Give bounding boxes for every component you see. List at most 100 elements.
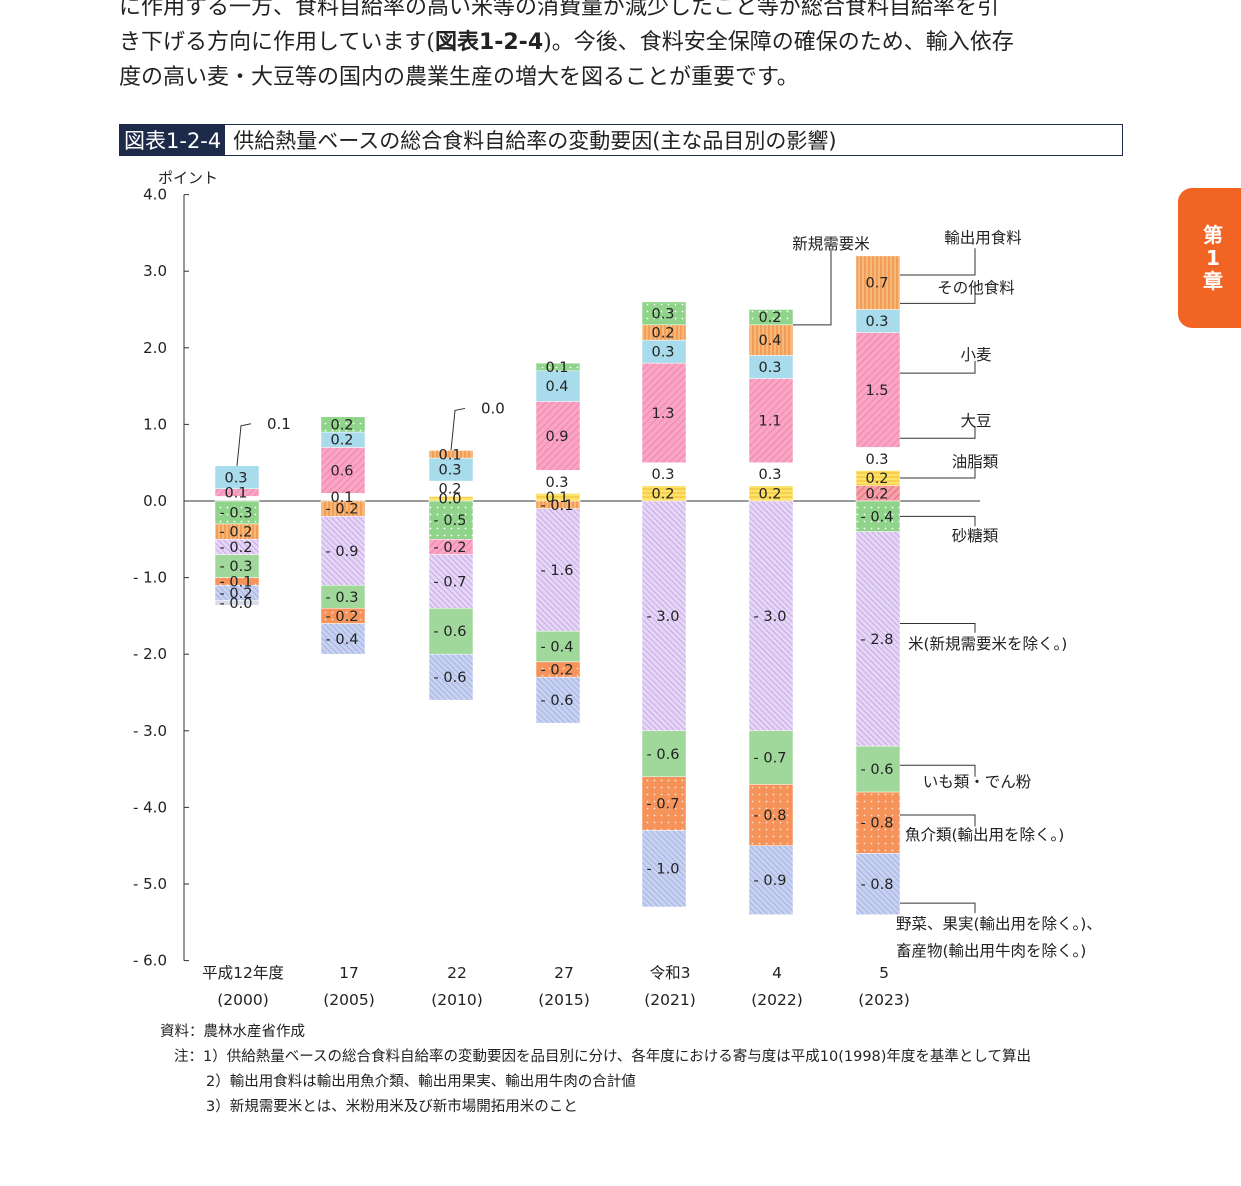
body-line-2-pre: き下げる方向に作用しています( [119, 30, 435, 55]
x-category-label: 5 [879, 964, 889, 982]
data-label: - 0.3 [220, 559, 253, 575]
data-label: 0.2 [651, 486, 674, 502]
legend-leader [900, 468, 976, 479]
bar-segment [641, 500, 687, 732]
bar-segment [641, 362, 687, 463]
data-label: 0.3 [224, 470, 247, 486]
legend-label: 小麦 [960, 346, 991, 364]
x-category-year: (2015) [538, 991, 590, 1009]
data-label: 0.2 [651, 325, 674, 341]
data-label: 0.1 [330, 490, 353, 506]
data-label: - 0.1 [541, 498, 574, 514]
data-label: 0.3 [651, 467, 674, 483]
bar-segment [641, 301, 687, 326]
figure-reference: 図表1-2-4 [434, 30, 544, 55]
y-tick-label: - 3.0 [133, 722, 167, 740]
bar-segment [748, 730, 794, 785]
data-label: 0.1 [224, 486, 247, 502]
x-category-year: (2010) [431, 991, 483, 1009]
data-label: - 0.3 [326, 590, 359, 606]
data-label: 0.1 [545, 360, 568, 376]
data-label: - 0.8 [754, 808, 787, 824]
legend-leader [900, 902, 976, 914]
x-category-label: 4 [772, 964, 782, 982]
note-source: 資料：農林水産省作成 [160, 1024, 305, 1040]
legend-leader [900, 248, 976, 276]
bar-segment [855, 791, 901, 854]
data-label: 0.3 [651, 345, 674, 361]
body-line-2: き下げる方向に作用しています(図表1-2-4)。今後、食料安全保障の確保のため、… [119, 25, 1129, 60]
y-tick-label: - 6.0 [133, 952, 167, 970]
data-label: 0.3 [545, 475, 568, 491]
legend-leader [900, 360, 976, 374]
bar-segment [535, 508, 581, 632]
chapter-tab[interactable]: 第 1 章 [1178, 188, 1241, 328]
data-label: 0.2 [330, 433, 353, 449]
x-category-year: (2005) [323, 991, 375, 1009]
body-line-2-post: )。今後、食料安全保障の確保のため、輸入依存 [543, 30, 1014, 55]
y-tick-label: 4.0 [143, 186, 167, 204]
data-label: 0.7 [865, 276, 888, 292]
bar-segment [641, 776, 687, 831]
callout-leader [236, 423, 252, 466]
data-label: 0.4 [758, 333, 781, 349]
x-category-label: 22 [447, 964, 467, 982]
data-label: - 0.2 [541, 663, 574, 679]
legend-label: 輸出用食料 [944, 229, 1022, 247]
data-label: - 3.0 [754, 609, 787, 625]
data-label: - 3.0 [647, 609, 680, 625]
note-3: 3）新規需要米とは、米粉用米及び新市場開拓用米のこと [206, 1099, 578, 1115]
bar-segment [428, 653, 474, 701]
y-tick-label: 1.0 [143, 415, 167, 433]
data-label: - 0.9 [326, 544, 359, 560]
bar-segment [535, 362, 581, 372]
data-label: - 0.5 [434, 513, 467, 529]
x-category-year: (2000) [217, 991, 269, 1009]
y-tick-label: - 1.0 [133, 569, 167, 587]
data-label: - 0.4 [861, 509, 894, 525]
bar-segment [320, 416, 366, 433]
legend-label: その他食料 [937, 279, 1015, 297]
data-label: 1.1 [758, 414, 781, 430]
data-label: - 2.8 [861, 632, 894, 648]
data-label: - 0.2 [434, 540, 467, 556]
data-label: - 0.6 [434, 624, 467, 640]
bar-segment [641, 730, 687, 778]
data-label: 0.9 [545, 429, 568, 445]
x-category-label: 27 [554, 964, 574, 982]
data-label: 0.2 [438, 482, 461, 498]
legend-label: 新規需要米 [792, 235, 870, 253]
chapter-tab-line1: 第 [1203, 222, 1223, 247]
bar-segment [855, 332, 901, 448]
legend-label: いも類・でん粉 [923, 773, 1032, 791]
data-label: - 0.8 [861, 816, 894, 832]
bar-segment [320, 623, 366, 655]
x-category-label: 平成12年度 [202, 964, 284, 982]
legend-label: 魚介類(輸出用を除く。) [905, 826, 1064, 844]
data-label: - 0.2 [326, 609, 359, 625]
note-1: 注：1）供給熱量ベースの総合食料自給率の変動要因を品目別に分け、各年度における寄… [174, 1049, 1032, 1065]
data-label: - 0.6 [647, 747, 680, 763]
data-label: - 0.7 [754, 751, 787, 767]
bar-segment [748, 784, 794, 846]
data-label: - 0.6 [861, 762, 894, 778]
data-label: 0.2 [330, 417, 353, 433]
bar-segment [535, 630, 581, 663]
data-label: - 0.2 [220, 540, 253, 556]
data-label: 0.3 [651, 306, 674, 322]
bar-segment [855, 853, 901, 915]
callout-leader [450, 407, 466, 451]
legend-leader [900, 515, 976, 527]
data-label: - 1.6 [541, 563, 574, 579]
data-label: 0.1 [545, 490, 568, 506]
legend-leader [900, 623, 976, 633]
data-label: - 0.7 [647, 797, 680, 813]
figure-header: 図表1-2-4 供給熱量ベースの総合食料自給率の変動要因(主な品目別の影響) [119, 124, 1123, 156]
figure-title: 供給熱量ベースの総合食料自給率の変動要因(主な品目別の影響) [233, 129, 837, 153]
data-label: 0.0 [438, 492, 461, 508]
legend-label: 大豆 [960, 412, 991, 430]
data-label: 1.5 [865, 383, 888, 399]
bar-segment [535, 676, 581, 724]
y-axis-unit-label: ポイント [158, 169, 218, 187]
bar-segment [748, 309, 794, 326]
